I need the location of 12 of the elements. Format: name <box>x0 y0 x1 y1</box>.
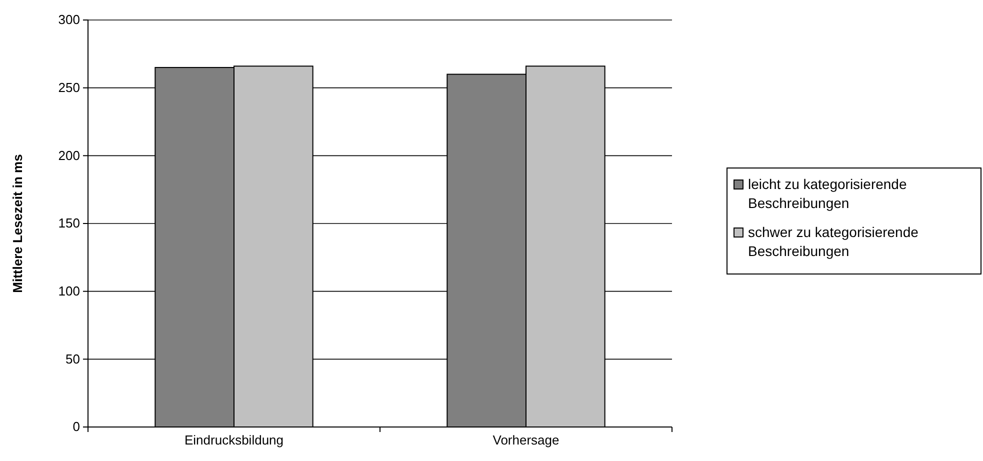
y-axis-title: Mittlere Lesezeit in ms <box>10 154 25 293</box>
x-tick-label: Vorhersage <box>492 432 560 448</box>
y-tick-label: 100 <box>58 283 80 298</box>
y-tick-label: 0 <box>72 419 80 434</box>
y-tick-label: 50 <box>66 351 80 366</box>
x-tick-label: Eindrucksbildung <box>184 432 284 448</box>
y-tick-label: 150 <box>58 216 80 231</box>
y-tick-label: 250 <box>58 80 80 95</box>
y-tick-label: 300 <box>58 12 80 28</box>
legend-label: leicht zu kategorisierende Beschreibungen <box>748 176 907 211</box>
y-tick-label: 200 <box>58 148 80 163</box>
legend-label: schwer zu kategorisierende Beschreibungen <box>748 224 919 259</box>
